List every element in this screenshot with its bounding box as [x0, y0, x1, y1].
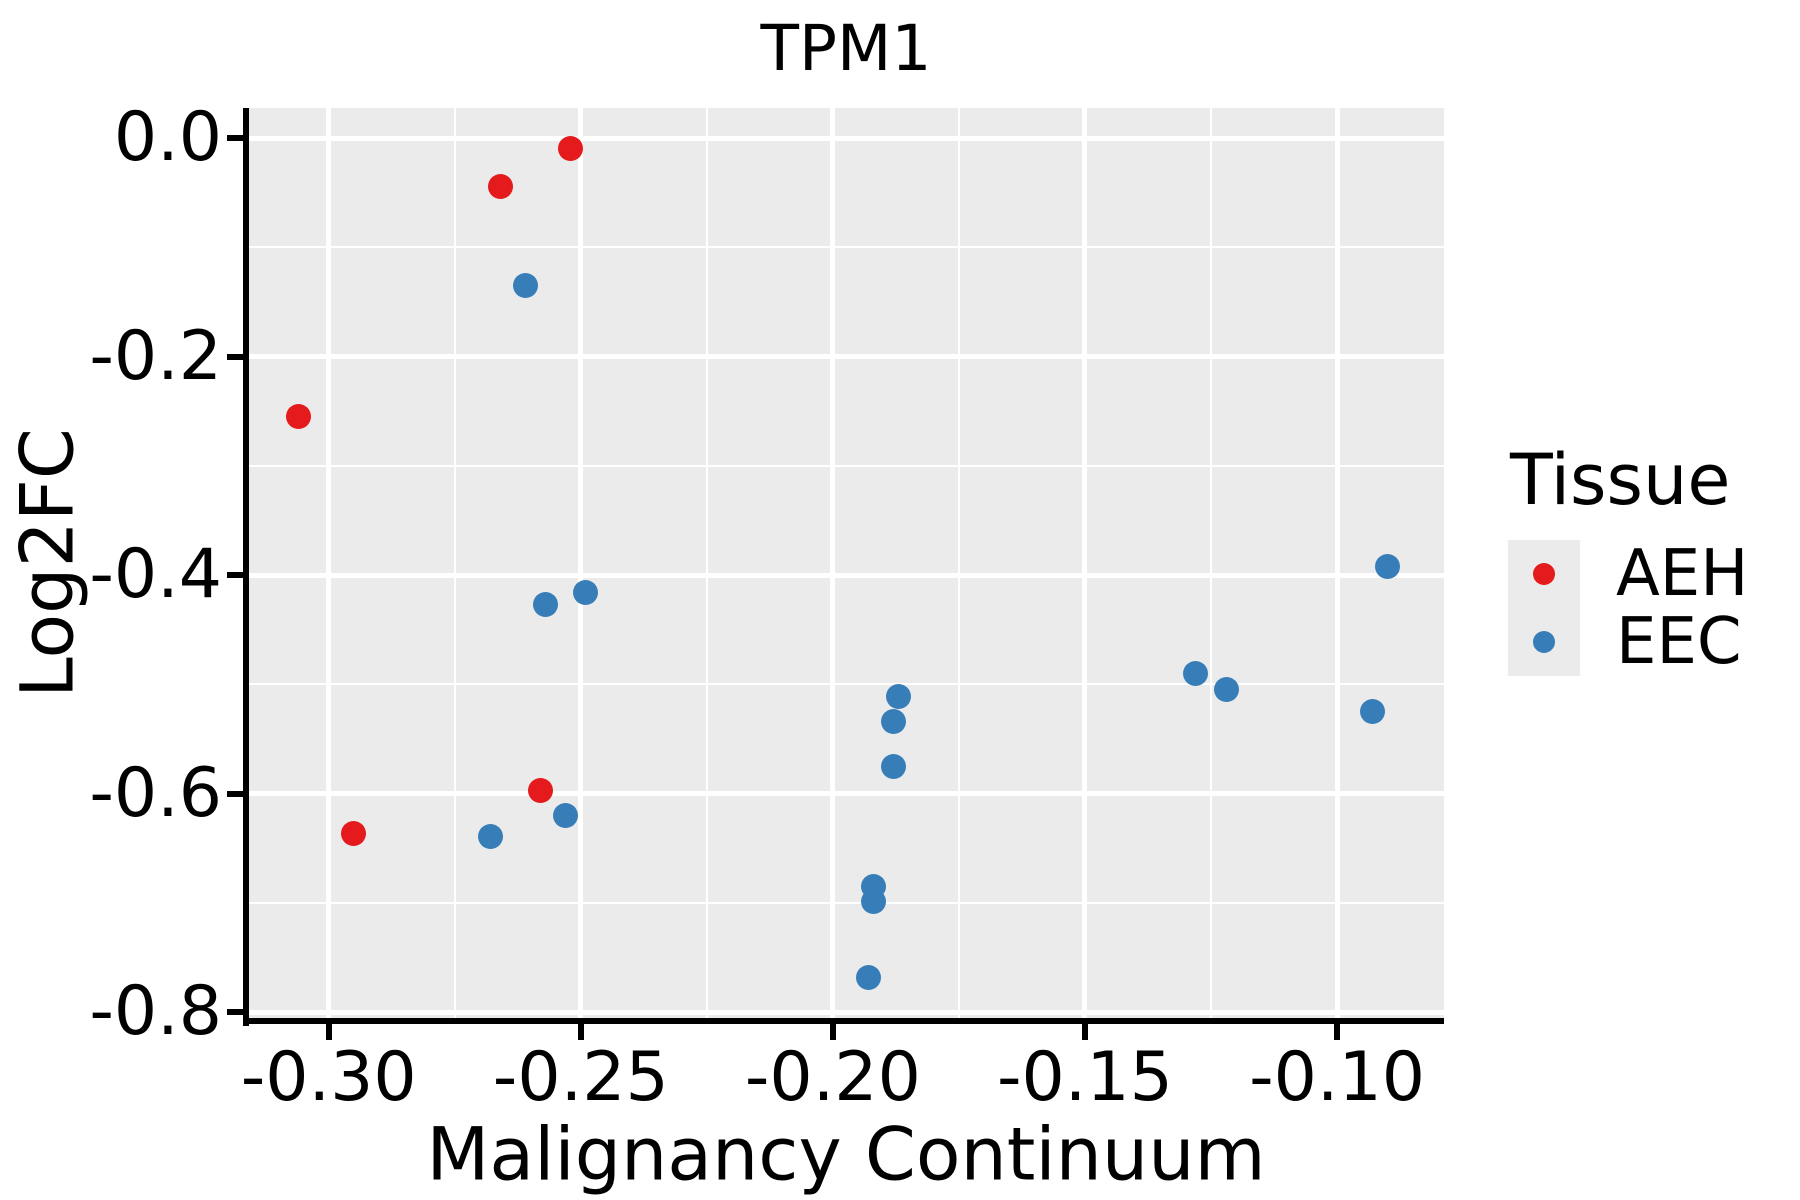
x-tick-label: -0.25	[492, 1038, 669, 1117]
gridline-minor-vertical	[957, 108, 960, 1020]
plot-panel	[248, 108, 1444, 1020]
data-point-eec	[855, 964, 881, 990]
x-tick-label: -0.15	[997, 1038, 1173, 1117]
eec-dot-icon	[1533, 631, 1555, 653]
gridline-minor-horizontal	[248, 683, 1444, 686]
gridline-major-vertical	[1334, 108, 1340, 1020]
data-point-eec	[553, 802, 579, 828]
x-tick-mark	[829, 1024, 836, 1040]
gridline-minor-horizontal	[248, 246, 1444, 249]
gridline-minor-horizontal	[248, 464, 1444, 467]
x-tick-mark	[577, 1024, 584, 1040]
data-point-eec	[512, 273, 538, 299]
y-tick-label: 0.0	[113, 98, 222, 178]
y-tick-label: -0.6	[89, 753, 222, 833]
data-point-eec	[1183, 660, 1209, 686]
data-point-aeh	[341, 821, 367, 847]
y-tick-label: -0.2	[89, 316, 222, 396]
gridline-major-horizontal	[248, 1009, 1444, 1015]
x-tick-label: -0.10	[1249, 1038, 1426, 1117]
data-point-aeh	[285, 404, 311, 430]
x-tick-label: -0.20	[744, 1038, 921, 1117]
y-tick-mark	[227, 572, 243, 579]
data-point-eec	[880, 708, 906, 734]
plot-title: TPM1	[760, 12, 932, 85]
y-tick-label: -0.8	[89, 972, 222, 1052]
x-axis-line	[243, 1018, 1444, 1024]
y-tick-mark	[227, 135, 243, 142]
data-point-eec	[477, 823, 503, 849]
x-tick-label: -0.30	[240, 1038, 417, 1117]
aeh-dot-icon	[1533, 563, 1555, 585]
data-point-aeh	[558, 136, 584, 162]
data-point-eec	[1213, 677, 1239, 703]
gridline-minor-vertical	[453, 108, 456, 1020]
gridline-major-horizontal	[248, 572, 1444, 578]
gridline-major-vertical	[1082, 108, 1088, 1020]
gridline-minor-horizontal	[248, 901, 1444, 904]
data-point-eec	[1375, 553, 1401, 579]
legend-item-eec: EEC	[1508, 608, 1748, 676]
gridline-major-horizontal	[248, 135, 1444, 141]
gridline-minor-vertical	[1210, 108, 1213, 1020]
y-axis-line	[243, 108, 249, 1026]
y-tick-mark	[227, 353, 243, 360]
legend-title: Tissue	[1510, 439, 1731, 521]
x-tick-mark	[325, 1024, 332, 1040]
y-tick-mark	[227, 790, 243, 797]
data-point-eec	[1359, 699, 1385, 725]
gridline-major-vertical	[830, 108, 836, 1020]
legend-key-eec	[1508, 608, 1580, 676]
data-point-eec	[885, 683, 911, 709]
data-point-eec	[880, 753, 906, 779]
gridline-major-vertical	[578, 108, 584, 1020]
data-point-eec	[532, 592, 558, 618]
legend-item-aeh: AEH	[1508, 540, 1748, 608]
data-point-aeh	[527, 777, 553, 803]
legend-label-aeh: AEH	[1616, 537, 1749, 611]
y-tick-label: -0.4	[89, 535, 222, 615]
x-axis-title: Malignancy Continuum	[426, 1112, 1266, 1198]
x-tick-mark	[1334, 1024, 1341, 1040]
y-tick-mark	[227, 1009, 243, 1016]
data-point-aeh	[487, 173, 513, 199]
data-point-eec	[573, 580, 599, 605]
gridline-major-horizontal	[248, 354, 1444, 360]
gridline-major-vertical	[326, 108, 332, 1020]
data-point-eec	[860, 889, 886, 915]
legend-label-eec: EEC	[1616, 605, 1742, 679]
gridline-major-horizontal	[248, 791, 1444, 797]
legend-key-aeh	[1508, 540, 1580, 608]
gridline-minor-vertical	[705, 108, 708, 1020]
legend: Tissue AEH EEC	[1508, 438, 1748, 676]
x-tick-mark	[1081, 1024, 1088, 1040]
